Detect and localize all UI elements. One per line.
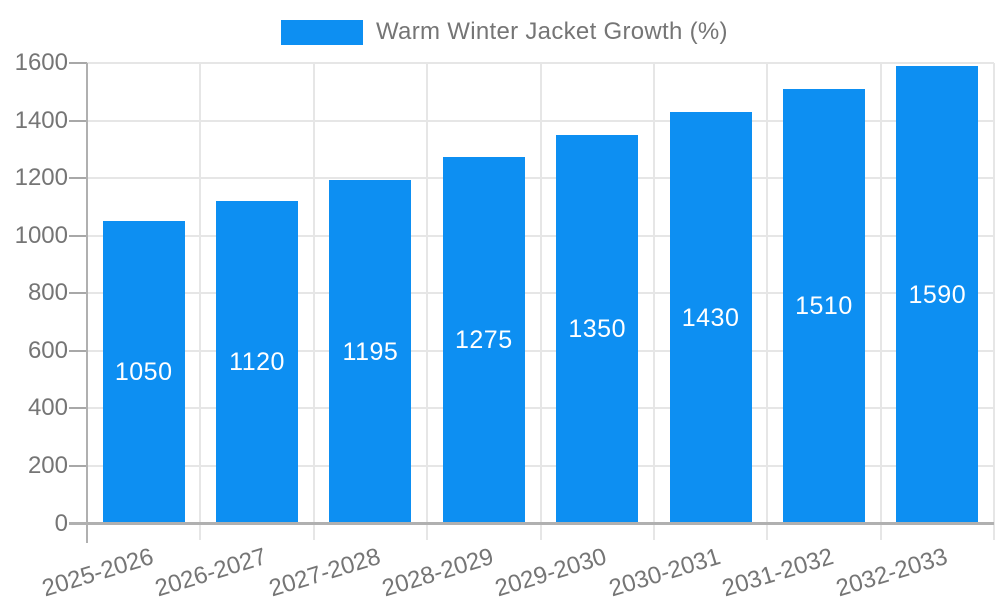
vertical-gridline xyxy=(766,63,769,540)
y-axis-tick-label: 0 xyxy=(54,509,68,537)
vertical-gridline xyxy=(199,63,202,540)
y-axis-line xyxy=(86,63,88,543)
horizontal-gridline xyxy=(87,234,994,237)
y-axis-tick xyxy=(69,349,87,352)
y-axis-tick xyxy=(69,119,87,122)
vertical-gridline xyxy=(312,63,315,540)
x-axis-tick-label: 2026-2027 xyxy=(152,543,270,600)
bar-value-label: 1120 xyxy=(229,348,285,377)
horizontal-gridline xyxy=(87,464,994,467)
bar-value-label: 1050 xyxy=(114,358,173,387)
x-axis-line xyxy=(69,522,994,525)
y-axis-tick xyxy=(69,292,87,295)
bar[interactable] xyxy=(669,111,752,524)
x-axis-tick-label: 2027-2028 xyxy=(265,543,384,600)
bar[interactable] xyxy=(782,88,865,524)
bar-value-label: 1590 xyxy=(908,280,967,309)
bar[interactable] xyxy=(442,156,525,524)
x-axis-tick-label: 2028-2029 xyxy=(379,543,497,600)
vertical-gridline xyxy=(879,63,882,540)
y-axis-tick xyxy=(69,234,87,237)
x-axis-tick-label: 2030-2031 xyxy=(605,543,724,600)
y-axis-tick-label: 200 xyxy=(27,451,68,479)
bar-value-label: 1275 xyxy=(455,326,513,355)
vertical-gridline xyxy=(993,63,995,540)
y-axis-tick xyxy=(69,62,87,64)
horizontal-gridline xyxy=(87,119,994,122)
y-axis-tick-label: 1400 xyxy=(14,106,68,134)
y-axis-tick-label: 1000 xyxy=(14,221,68,249)
bar[interactable] xyxy=(896,65,979,524)
legend-color-swatch xyxy=(281,19,363,45)
vertical-gridline xyxy=(652,63,655,540)
y-axis-tick-label: 400 xyxy=(27,394,68,422)
y-axis-tick xyxy=(69,177,87,180)
y-axis-tick-label: 800 xyxy=(27,279,68,307)
bar-value-label: 1195 xyxy=(342,337,399,366)
chart-legend[interactable]: Warm Winter Jacket Growth (%) xyxy=(281,18,728,46)
vertical-gridline xyxy=(426,63,429,540)
horizontal-gridline xyxy=(87,177,994,180)
x-axis-tick-label: 2029-2030 xyxy=(492,543,611,600)
x-axis-tick-label: 2032-2033 xyxy=(832,543,951,600)
bar-value-label: 1430 xyxy=(681,303,740,332)
bar[interactable] xyxy=(329,179,412,524)
bar[interactable] xyxy=(556,134,639,524)
horizontal-gridline xyxy=(87,407,994,410)
horizontal-gridline xyxy=(87,62,994,64)
bar[interactable] xyxy=(216,201,299,524)
bar-value-label: 1510 xyxy=(795,292,853,321)
x-axis-tick-label: 2031-2032 xyxy=(719,543,837,600)
x-axis-tick-label: 2025-2026 xyxy=(38,543,157,600)
horizontal-gridline xyxy=(87,349,994,352)
bar-value-label: 1350 xyxy=(568,315,626,344)
horizontal-gridline xyxy=(87,292,994,295)
y-axis-tick xyxy=(69,407,87,410)
vertical-gridline xyxy=(539,63,542,540)
y-axis-tick-label: 1200 xyxy=(14,164,68,192)
y-axis-tick xyxy=(69,464,87,467)
legend-label: Warm Winter Jacket Growth (%) xyxy=(376,18,728,45)
y-axis-tick-label: 1600 xyxy=(14,49,68,76)
bar[interactable] xyxy=(102,221,185,524)
y-axis-tick-label: 600 xyxy=(27,336,68,364)
